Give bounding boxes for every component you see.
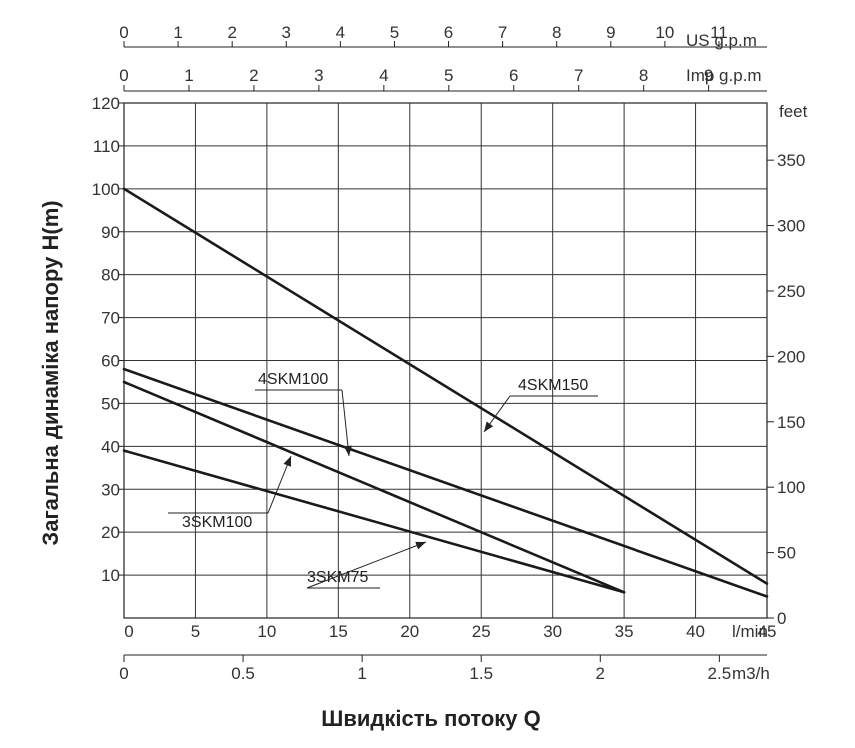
series-line-3skm75 (122, 449, 626, 594)
y-tick-label: 10 (101, 566, 120, 585)
us-gpm-tick-label: 6 (444, 23, 453, 42)
feet-tick-label: 100 (777, 478, 805, 497)
x-tick-label: 15 (329, 622, 348, 641)
series-leader-arrow-4skm150 (484, 421, 494, 432)
series-leader-line-3skm100 (267, 455, 292, 514)
lmin-unit-label: l/min (732, 622, 768, 641)
series-leader-line-4skm100 (341, 389, 350, 457)
us-gpm-tick-label: 5 (390, 23, 399, 42)
y-axis-title: Загальна динаміка напору H(m) (38, 200, 63, 545)
m3h-tick-label: 0 (119, 664, 128, 683)
y-tick-label: 80 (101, 266, 120, 285)
feet-tick-label: 250 (777, 282, 805, 301)
us-gpm-tick-label: 3 (282, 23, 291, 42)
y-tick-label: 90 (101, 223, 120, 242)
imp-gpm-tick-label: 9 (704, 66, 713, 85)
imp-gpm-tick-label: 3 (314, 66, 323, 85)
feet-tick-label: 0 (777, 609, 786, 628)
series-label-4skm150: 4SKM150 (518, 377, 588, 394)
series-line-3skm100 (122, 380, 626, 594)
feet-unit-label: feet (779, 102, 808, 121)
y-tick-label: 20 (101, 523, 120, 542)
us-gpm-tick-label: 1 (173, 23, 182, 42)
imp-gpm-tick-label: 2 (249, 66, 258, 85)
us-gpm-tick-label: 10 (655, 23, 674, 42)
series-label-3skm75: 3SKM75 (307, 569, 368, 586)
m3h-tick-label: 2.5 (708, 664, 732, 683)
imp-gpm-tick-label: 1 (184, 66, 193, 85)
series-leader-arrow-3skm75 (415, 541, 426, 550)
us-gpm-tick-label: 7 (498, 23, 507, 42)
x-tick-label: 35 (615, 622, 634, 641)
m3h-unit-label: m3/h (732, 664, 770, 683)
feet-tick-label: 300 (777, 217, 805, 236)
imp-gpm-tick-label: 7 (574, 66, 583, 85)
us-gpm-tick-label: 0 (119, 23, 128, 42)
y-tick-label: 40 (101, 437, 120, 456)
m3h-tick-label: 1.5 (469, 664, 493, 683)
y-tick-label: 120 (92, 94, 120, 113)
m3h-tick-label: 0.5 (231, 664, 255, 683)
series-label-3skm100: 3SKM100 (182, 514, 252, 531)
series-line-4skm100 (122, 367, 769, 598)
m3h-tick-label: 1 (357, 664, 366, 683)
y-tick-label: 100 (92, 180, 120, 199)
axes: 1020304050607080901001101200501001502002… (92, 23, 808, 683)
x-tick-label: 25 (472, 622, 491, 641)
m3h-tick-label: 2 (596, 664, 605, 683)
series-label-4skm100: 4SKM100 (258, 371, 328, 388)
series-group (122, 187, 769, 598)
feet-tick-label: 50 (777, 544, 796, 563)
x-tick-label: 10 (257, 622, 276, 641)
x-tick-label: 30 (543, 622, 562, 641)
series-leader-arrow-3skm100 (283, 456, 291, 467)
feet-tick-label: 150 (777, 413, 805, 432)
imp-gpm-tick-label: 6 (509, 66, 518, 85)
imp-gpm-tick-label: 0 (119, 66, 128, 85)
imp-gpm-tick-label: 4 (379, 66, 388, 85)
us-gpm-tick-label: 2 (227, 23, 236, 42)
imp-gpm-unit-label: Imp g.p.m (686, 66, 762, 85)
y-tick-label: 110 (93, 137, 120, 156)
x-axis-title: Швидкість потоку Q (321, 706, 540, 731)
x-tick-label: 45 (758, 622, 777, 641)
series-line-4skm150 (122, 187, 769, 586)
imp-gpm-tick-label: 8 (639, 66, 648, 85)
feet-tick-label: 350 (777, 151, 805, 170)
series-leader-line-3skm75 (306, 541, 427, 589)
x-tick-label: 5 (191, 622, 200, 641)
y-tick-label: 30 (101, 480, 120, 499)
x-tick-label: 20 (400, 622, 419, 641)
feet-tick-label: 200 (777, 347, 805, 366)
y-tick-label: 50 (101, 394, 120, 413)
us-gpm-tick-label: 9 (606, 23, 615, 42)
us-gpm-tick-label: 4 (336, 23, 345, 42)
y-tick-label: 70 (101, 309, 120, 328)
us-gpm-tick-label: 8 (552, 23, 561, 42)
series-labels: 4SKM150 4SKM100 3SKM100 3SKM75 (168, 371, 598, 589)
us-gpm-unit-label: US g.p.m (686, 31, 757, 50)
series-leader-arrow-4skm100 (343, 445, 352, 456)
imp-gpm-tick-label: 5 (444, 66, 453, 85)
x-tick-label: 0 (124, 622, 133, 641)
x-tick-label: 40 (686, 622, 705, 641)
y-tick-label: 60 (101, 352, 120, 371)
us-gpm-tick-label: 11 (710, 23, 728, 42)
